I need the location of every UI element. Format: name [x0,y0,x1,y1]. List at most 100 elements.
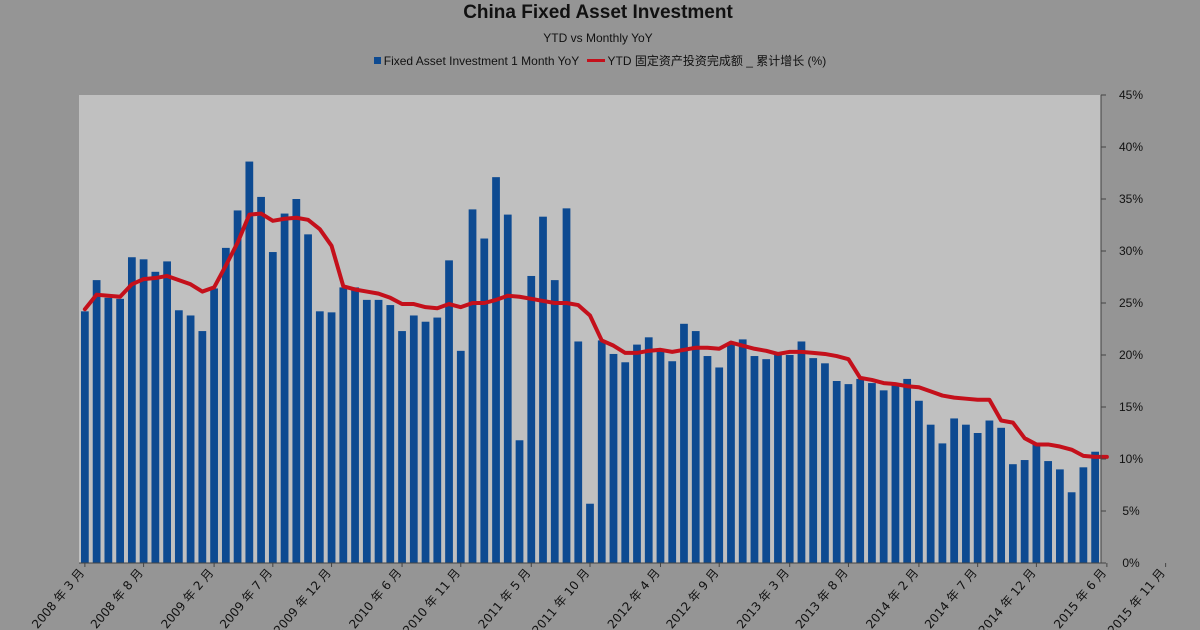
bar-monthly-yoy [644,337,653,563]
y-tick-label: 40% [1119,140,1143,154]
bar-monthly-yoy [480,238,489,563]
bar-monthly-yoy [1009,464,1017,563]
bar-monthly-yoy [409,315,418,563]
bar-monthly-yoy [891,385,900,563]
x-tick-label: 2009 年 7 月 [217,566,275,630]
x-tick-label: 2012 年 4 月 [605,566,663,630]
x-tick-label: 2010 年 6 月 [346,566,404,630]
chart-legend: Fixed Asset Investment 1 Month YoY YTD 固… [0,52,1200,69]
bar-monthly-yoy [351,287,359,563]
bar-monthly-yoy [221,247,230,563]
bar-monthly-yoy [339,287,348,563]
y-tick-label: 35% [1119,192,1143,206]
bar-monthly-yoy [116,298,124,563]
bar-monthly-yoy [727,343,735,563]
bar-monthly-yoy [868,383,876,563]
bar-monthly-yoy [1079,467,1088,563]
bar-monthly-yoy [1067,492,1076,563]
bar-monthly-yoy [1044,461,1053,563]
bar-monthly-yoy [1020,460,1029,563]
bar-monthly-yoy [562,208,571,564]
bar-monthly-yoy [903,378,912,563]
x-tick-label: 2014 年 2 月 [863,566,921,630]
bar-monthly-yoy [468,209,477,563]
bar-monthly-yoy [762,359,771,563]
bar-monthly-yoy [844,384,853,563]
bar-monthly-yoy [127,257,136,563]
x-tick-label: 2013 年 3 月 [734,566,792,630]
bar-monthly-yoy [715,367,724,563]
bar-monthly-yoy [139,259,148,563]
bar-monthly-yoy [539,216,547,563]
bar-monthly-yoy [997,427,1006,563]
bar-monthly-yoy [257,196,265,564]
bar-monthly-yoy [1032,444,1041,563]
bar-monthly-yoy [515,440,524,563]
bar-monthly-yoy [774,353,782,563]
bar-monthly-yoy [950,418,959,563]
legend-item-bars: Fixed Asset Investment 1 Month YoY [373,54,580,68]
bar-monthly-yoy [785,355,794,563]
bar-monthly-yoy [985,420,994,563]
bar-monthly-yoy [1091,451,1099,563]
bar-monthly-yoy [268,252,277,564]
legend-swatch-line [586,59,605,62]
x-tick-label: 2015 年 11 月 [1105,566,1168,630]
y-tick-label: 45% [1119,88,1143,102]
bar-monthly-yoy [1056,469,1064,563]
bar-monthly-yoy [750,356,759,563]
bar-monthly-yoy [492,177,500,563]
bar-monthly-yoy [821,363,829,563]
bar-monthly-yoy [163,261,171,563]
bar-monthly-yoy [973,433,982,563]
bar-monthly-yoy [797,341,806,563]
bar-monthly-yoy [609,353,618,563]
bar-monthly-yoy [92,280,101,563]
y-tick-label: 10% [1119,452,1143,466]
x-tick-label: 2013 年 8 月 [793,566,851,630]
bar-monthly-yoy [198,331,207,563]
bar-monthly-yoy [433,317,442,563]
x-tick-label: 2009 年 12 月 [271,566,334,630]
bar-monthly-yoy [879,390,888,563]
bar-monthly-yoy [374,299,383,563]
legend-label-bars: Fixed Asset Investment 1 Month YoY [383,54,580,68]
y-tick-label: 15% [1119,400,1143,414]
bar-monthly-yoy [832,381,841,563]
bar-monthly-yoy [503,214,512,563]
y-tick-label: 0% [1122,556,1140,570]
bar-monthly-yoy [186,315,195,563]
bar-monthly-yoy [680,323,688,563]
bar-monthly-yoy [527,275,536,563]
y-tick-label: 20% [1119,348,1143,362]
legend-swatch-bars [373,57,381,64]
x-tick-label: 2008 年 3 月 [29,566,87,630]
bar-monthly-yoy [233,210,242,563]
bar-monthly-yoy [691,331,700,563]
chart-title: China Fixed Asset Investment [463,2,733,23]
bar-monthly-yoy [856,378,865,563]
x-tick-label: 2009 年 2 月 [158,566,216,630]
x-tick-label: 2011 年 10 月 [529,566,592,630]
bar-monthly-yoy [586,503,594,563]
plot-area [79,95,1101,563]
bar-monthly-yoy [633,344,641,563]
bar-monthly-yoy [398,331,406,563]
bar-monthly-yoy [81,311,89,563]
line-ytd [82,211,1109,459]
bar-monthly-yoy [656,349,665,563]
legend-label-line: YTD 固定资产投资完成额 _ 累计增长 (%) [607,54,827,68]
y-tick-label: 5% [1122,504,1140,518]
bar-monthly-yoy [421,321,430,563]
x-tick-label: 2012 年 9 月 [663,566,721,630]
bar-monthly-yoy [926,424,935,563]
bar-monthly-yoy [668,361,677,563]
bar-monthly-yoy [445,260,453,563]
bar-monthly-yoy [104,297,113,563]
bar-monthly-yoy [738,339,747,563]
bar-monthly-yoy [703,356,712,563]
bar-monthly-yoy [362,299,371,563]
bar-monthly-yoy [315,311,324,563]
